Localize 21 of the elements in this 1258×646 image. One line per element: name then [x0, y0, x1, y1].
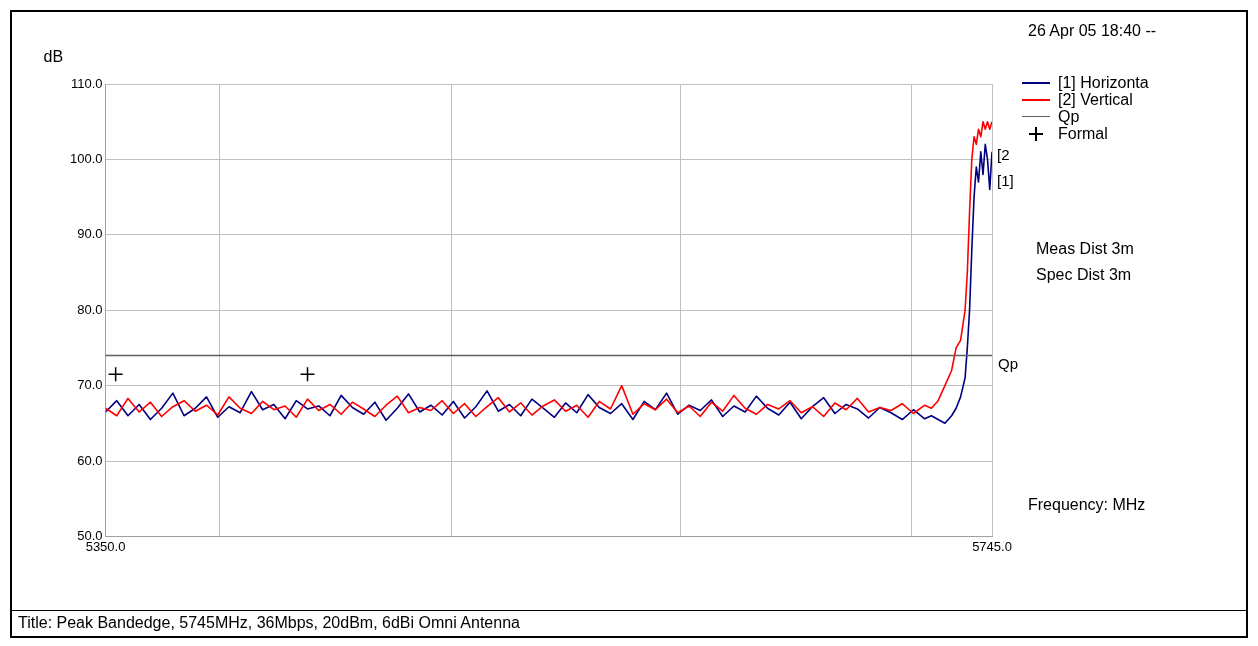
y-tick-label: 60.0 [77, 452, 103, 468]
x-tick-label: 5745.0 [972, 538, 1012, 554]
y-tick-label: 110.0 [70, 75, 103, 91]
text: Spec Dist 3m [1036, 266, 1132, 284]
text: Title: Peak Bandedge, 5745MHz, 36Mbps, 20dBm, 6dBi Omni Antenna [12, 610, 1246, 632]
x-axis-title: Frequency: MHz [1028, 496, 1146, 515]
legend-label: Formal [1058, 125, 1108, 142]
legend-label: [2] Vertical [1058, 91, 1133, 108]
y-tick-label: 100.0 [69, 150, 103, 166]
text: Qp [1058, 108, 1080, 125]
ref-line-label: Qp [998, 355, 1019, 373]
y-tick-label: 90.0 [77, 226, 103, 242]
text: 26 Apr 05 18:40 -- [1028, 22, 1157, 40]
y-tick-label: 50.0 [77, 527, 103, 543]
annotation: [2 [997, 145, 1010, 163]
annotation: [1] [997, 172, 1014, 190]
y-axis-title: dB [43, 48, 64, 66]
legend-label: [1] Horizonta [1058, 74, 1149, 91]
y-tick-label: 70.0 [77, 377, 103, 393]
y-tick-label: 80.0 [77, 301, 103, 317]
text: Meas Dist 3m [1036, 240, 1134, 258]
